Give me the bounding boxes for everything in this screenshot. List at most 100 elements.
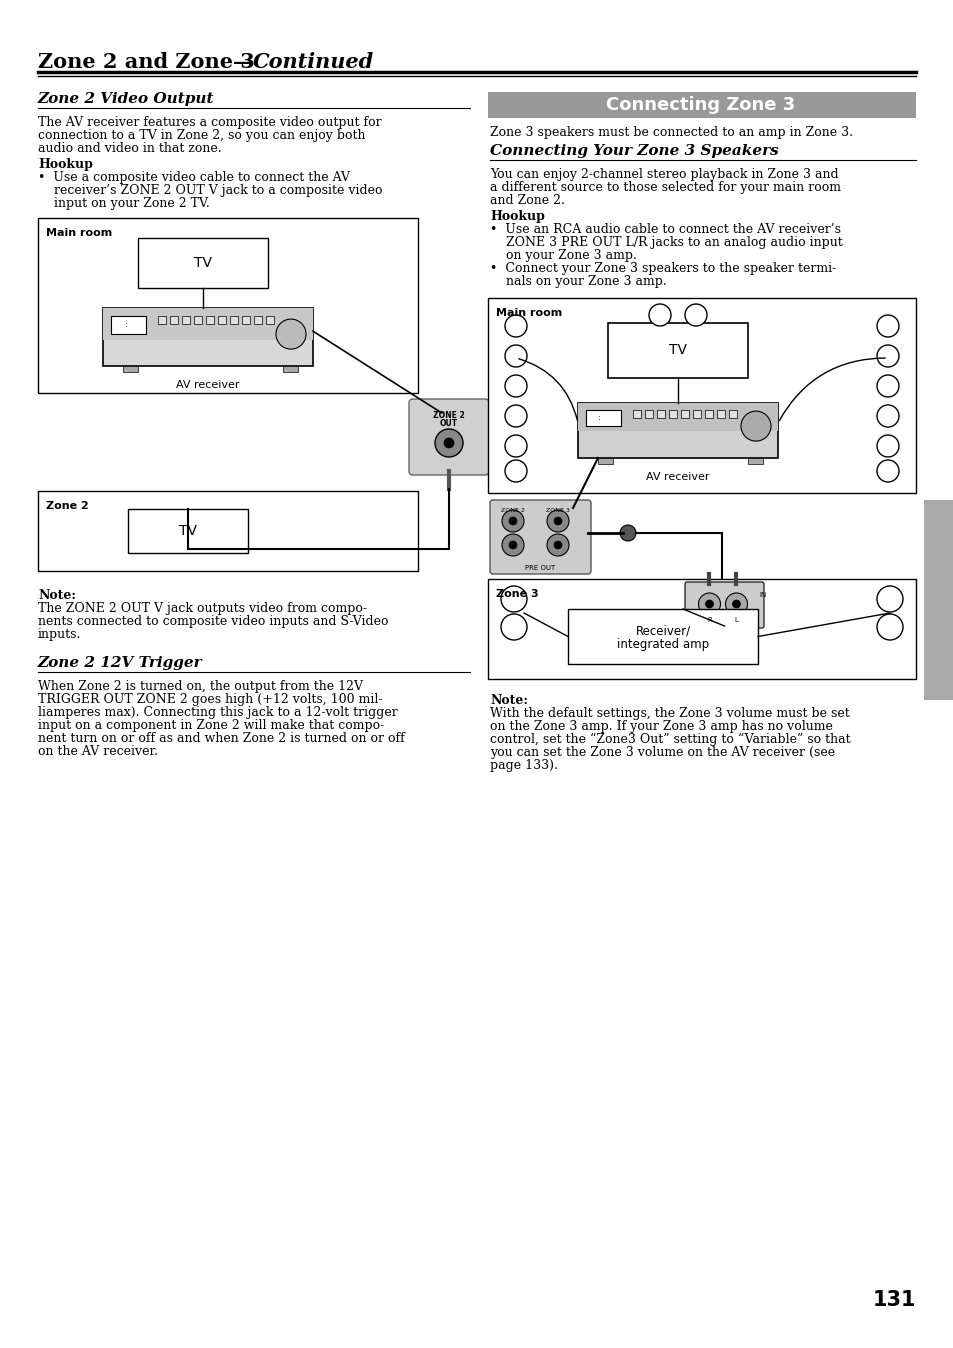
Bar [283,367,297,372]
Circle shape [275,319,306,349]
Text: Hookup: Hookup [490,210,544,222]
Circle shape [501,510,523,532]
Circle shape [876,435,898,457]
Circle shape [876,586,902,612]
Bar [138,239,268,288]
Text: TV: TV [193,256,212,270]
Circle shape [876,375,898,398]
FancyBboxPatch shape [409,399,489,474]
Text: page 133).: page 133). [490,759,558,772]
Circle shape [732,600,740,608]
Circle shape [876,460,898,483]
Circle shape [554,541,561,549]
Circle shape [740,411,770,441]
Text: Zone 3 speakers must be connected to an amp in Zone 3.: Zone 3 speakers must be connected to an … [490,125,852,139]
Circle shape [876,404,898,427]
FancyBboxPatch shape [684,582,763,628]
Text: :: : [594,415,600,421]
Text: Continued: Continued [253,53,374,71]
Text: audio and video in that zone.: audio and video in that zone. [38,142,221,155]
Text: ZONE 3: ZONE 3 [545,508,569,514]
Bar [704,410,712,418]
Text: With the default settings, the Zone 3 volume must be set: With the default settings, the Zone 3 vo… [490,706,849,720]
Text: input on a component in Zone 2 will make that compo-: input on a component in Zone 2 will make… [38,718,384,732]
Text: ZONE 2: ZONE 2 [433,411,464,421]
Text: a different source to those selected for your main room: a different source to those selected for… [490,181,841,194]
Bar [668,410,677,418]
Text: receiver’s ZONE 2 OUT V jack to a composite video: receiver’s ZONE 2 OUT V jack to a compos… [38,183,382,197]
Text: 131: 131 [872,1290,915,1310]
Circle shape [504,404,526,427]
Circle shape [443,438,454,448]
Text: Connecting Your Zone 3 Speakers: Connecting Your Zone 3 Speakers [490,144,778,158]
Text: and Zone 2.: and Zone 2. [490,194,564,208]
Text: input on your Zone 2 TV.: input on your Zone 2 TV. [38,197,210,210]
Bar [38,218,417,394]
Text: liamperes max). Connecting this jack to a 12-volt trigger: liamperes max). Connecting this jack to … [38,706,397,718]
Circle shape [509,518,517,524]
Circle shape [435,429,462,457]
Text: :: : [121,322,128,328]
Text: Receiver/: Receiver/ [635,625,690,638]
Circle shape [504,375,526,398]
Bar [578,403,778,430]
Bar [158,315,166,324]
Bar [242,315,250,324]
Text: OUT: OUT [439,419,457,429]
Bar [923,500,953,700]
Circle shape [500,613,526,640]
Text: Zone 2 Video Output: Zone 2 Video Output [38,92,214,106]
Text: on the Zone 3 amp. If your Zone 3 amp has no volume: on the Zone 3 amp. If your Zone 3 amp ha… [490,720,832,733]
Bar [488,580,915,679]
Text: Hookup: Hookup [38,158,92,171]
Text: Zone 2 and Zone 3: Zone 2 and Zone 3 [38,53,254,71]
Bar [633,410,640,418]
Text: Main room: Main room [46,228,112,239]
Text: Note:: Note: [38,589,76,603]
Bar [567,609,758,665]
Circle shape [504,435,526,457]
Bar [578,403,778,458]
Text: on the AV receiver.: on the AV receiver. [38,745,158,758]
Text: —: — [233,53,253,71]
Text: nals on your Zone 3 amp.: nals on your Zone 3 amp. [490,275,666,288]
Text: TRIGGER OUT ZONE 2 goes high (+12 volts, 100 mil-: TRIGGER OUT ZONE 2 goes high (+12 volts,… [38,693,382,706]
Text: Note:: Note: [490,694,527,706]
Bar [103,307,313,340]
Text: TV: TV [668,344,686,357]
Text: •  Use a composite video cable to connect the AV: • Use a composite video cable to connect… [38,171,350,183]
Text: Connecting Zone 3: Connecting Zone 3 [606,96,795,115]
Text: TV: TV [179,524,196,538]
Bar [644,410,652,418]
Circle shape [876,315,898,337]
Text: ZONE 3 PRE OUT L/R jacks to an analog audio input: ZONE 3 PRE OUT L/R jacks to an analog au… [490,236,841,249]
Bar [657,410,664,418]
Bar [111,315,146,334]
Circle shape [504,460,526,483]
Text: •  Connect your Zone 3 speakers to the speaker termi-: • Connect your Zone 3 speakers to the sp… [490,262,836,275]
Bar [598,458,613,464]
Circle shape [648,305,670,326]
Bar [206,315,213,324]
Bar [218,315,226,324]
Bar [747,458,762,464]
Text: inputs.: inputs. [38,628,81,642]
Text: on your Zone 3 amp.: on your Zone 3 amp. [490,249,637,262]
Circle shape [876,613,902,640]
Text: R: R [706,617,711,623]
Circle shape [554,518,561,524]
Circle shape [619,524,636,541]
Bar [193,315,202,324]
Circle shape [509,541,517,549]
Circle shape [501,534,523,555]
Bar [103,307,313,367]
Bar [488,298,915,493]
Text: The AV receiver features a composite video output for: The AV receiver features a composite vid… [38,116,381,129]
Text: When Zone 2 is turned on, the output from the 12V: When Zone 2 is turned on, the output fro… [38,679,363,693]
Bar [123,367,138,372]
Text: IN: IN [759,592,765,599]
Bar [680,410,688,418]
FancyBboxPatch shape [490,500,590,574]
Bar [253,315,262,324]
Circle shape [876,345,898,367]
